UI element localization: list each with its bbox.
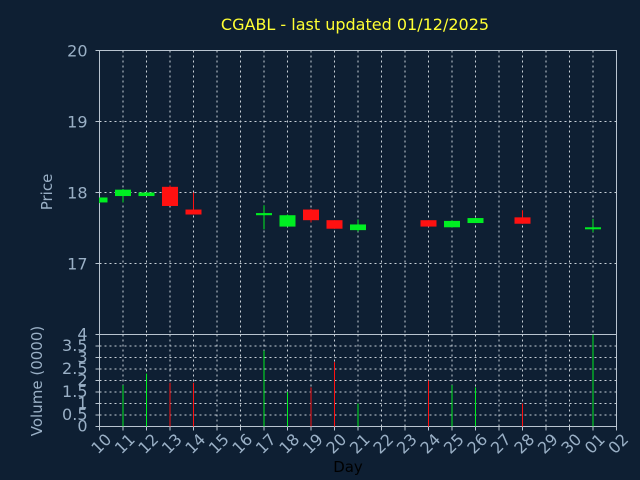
volume-tick-label: 0 xyxy=(77,417,87,436)
candle-body xyxy=(256,213,272,216)
price-axis-ticks: 17 18 19 20 xyxy=(67,42,100,274)
price-tick-label: 17 xyxy=(67,255,87,274)
candle-body xyxy=(326,220,343,229)
volume-tick-label: 1.5 xyxy=(62,382,87,401)
price-tick-label: 19 xyxy=(67,113,87,132)
volume-tick-label: 3 xyxy=(77,348,87,367)
candle-body xyxy=(444,220,460,228)
candle-body xyxy=(185,209,202,215)
candle-body xyxy=(303,209,319,221)
candle-body xyxy=(350,224,366,231)
x-axis-ticks: 1011121314151617181920212223242526272829… xyxy=(87,426,632,458)
candle-body xyxy=(585,227,601,230)
volume-tick-label: 3.5 xyxy=(62,336,87,355)
volume-tick-label: 2.5 xyxy=(62,359,87,378)
x-axis-label: Day xyxy=(333,458,363,476)
volume-series xyxy=(122,334,594,427)
price-tick-label: 18 xyxy=(67,184,87,203)
candle-body xyxy=(115,189,131,197)
candle-body xyxy=(420,220,437,227)
volume-tick-label: 4 xyxy=(77,325,87,344)
price-tick-label: 20 xyxy=(67,42,87,61)
volume-tick-label: 0.5 xyxy=(62,405,87,424)
volume-axis-ticks: 00.511.522.533.54 xyxy=(62,325,100,436)
candle-body xyxy=(279,215,296,227)
candle-body xyxy=(138,192,155,197)
candlestick-series xyxy=(99,185,601,233)
x-tick-label: 02 xyxy=(604,430,632,458)
volume-tick-label: 2 xyxy=(77,371,87,390)
candle-body xyxy=(467,218,484,224)
volume-tick-label: 1 xyxy=(77,394,87,413)
candle-body xyxy=(514,217,531,224)
chart-title: CGABL - last updated 01/12/2025 xyxy=(221,15,489,34)
volume-axis-label: Volume (0000) xyxy=(28,326,46,436)
price-axis-label: Price xyxy=(38,174,56,211)
candle-body xyxy=(162,186,178,206)
candle-body xyxy=(100,197,108,203)
